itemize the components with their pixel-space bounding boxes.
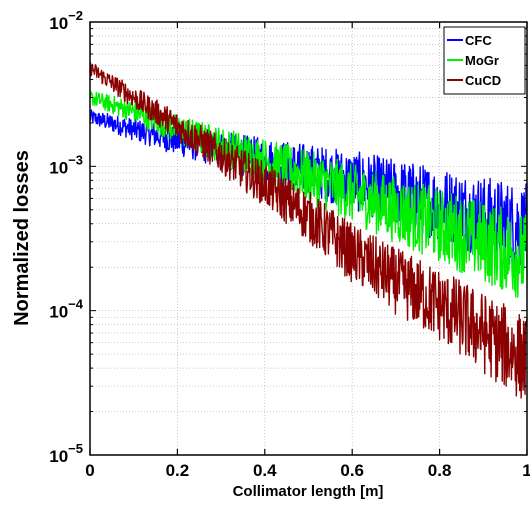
plot-frame	[89, 21, 528, 456]
y-tick-label: 10−3	[49, 152, 83, 177]
x-tick-label: 0.8	[428, 461, 452, 480]
x-tick-label: 0	[85, 461, 94, 480]
y-tick-label: 10−4	[49, 297, 84, 322]
y-tick-label: 10−5	[49, 441, 83, 466]
legend: CFC MoGr CuCD	[443, 26, 526, 95]
x-tick-label: 0.2	[166, 461, 190, 480]
legend-label-mogr: MoGr	[465, 53, 499, 68]
series-line-cucd	[89, 61, 528, 399]
x-axis-label: Collimator length [m]	[233, 483, 384, 500]
legend-label-cfc: CFC	[465, 33, 492, 48]
x-tick-label: 0.6	[340, 461, 364, 480]
y-axis-label: Normalized losses	[11, 150, 33, 326]
axis-ticks: 0 0.2 0.4 0.6 0.8 1 10−5 10−4 10−3 10−2	[49, 8, 530, 480]
series-lines	[89, 61, 528, 399]
legend-label-cucd: CuCD	[465, 73, 501, 88]
x-tick-label: 0.4	[253, 461, 277, 480]
y-tick-label: 10−2	[49, 8, 83, 33]
x-tick-label: 1	[522, 461, 530, 480]
